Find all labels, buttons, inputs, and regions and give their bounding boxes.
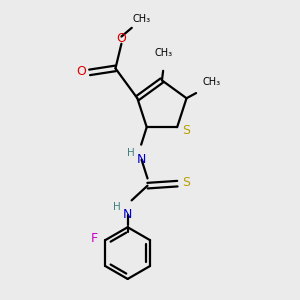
- Text: N: N: [137, 153, 146, 166]
- Text: O: O: [116, 32, 126, 46]
- Text: CH₃: CH₃: [202, 77, 220, 87]
- Text: H: H: [127, 148, 135, 158]
- Text: F: F: [91, 232, 98, 245]
- Text: S: S: [182, 124, 190, 137]
- Text: S: S: [182, 176, 190, 189]
- Text: CH₃: CH₃: [155, 47, 173, 58]
- Text: N: N: [123, 208, 132, 221]
- Text: H: H: [113, 202, 121, 212]
- Text: O: O: [76, 65, 86, 78]
- Text: CH₃: CH₃: [132, 14, 150, 24]
